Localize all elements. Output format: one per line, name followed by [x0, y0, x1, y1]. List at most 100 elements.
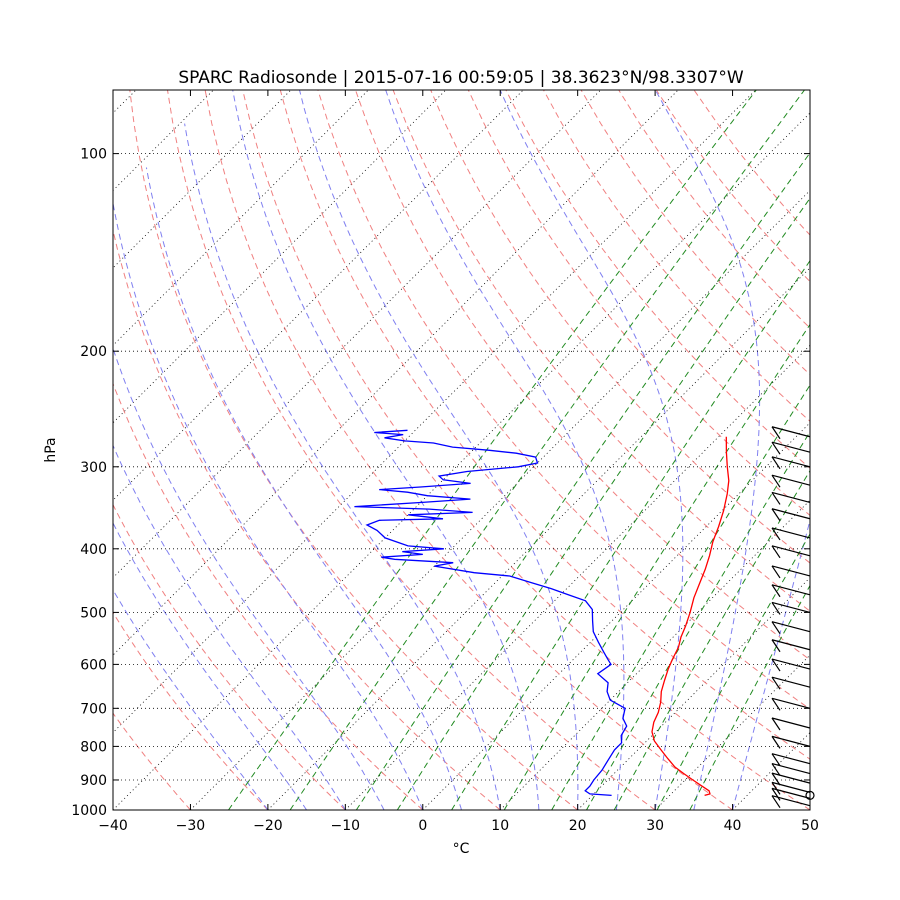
chart-title: SPARC Radiosonde | 2015-07-16 00:59:05 |… [178, 68, 744, 88]
wind-barb [771, 474, 811, 488]
isotherm-line [113, 90, 369, 346]
wind-barbs [771, 426, 815, 809]
wind-barb-flag [771, 527, 781, 541]
moist-adiabat-line [654, 90, 761, 810]
isotherm-line [113, 90, 447, 424]
moist-adiabat-line [113, 444, 346, 810]
isotherm-line [113, 90, 292, 269]
wind-barb-staff [771, 491, 811, 504]
wind-barb-flag [771, 736, 781, 749]
wind-barb-staff [771, 601, 811, 613]
moist-adiabat-line [299, 90, 579, 810]
mixing-ratio-line [396, 197, 810, 810]
mixing-ratio-line [656, 533, 810, 810]
mixing-ratio-line [689, 584, 810, 810]
dry-adiabat-line [543, 90, 810, 422]
moist-adiabat-line [184, 123, 501, 810]
dewpoint-profile-line [354, 429, 628, 797]
wind-barb [771, 508, 811, 522]
y-tick-label: 300 [80, 460, 107, 476]
wind-barb-staff [771, 565, 811, 577]
y-tick-label: 900 [80, 773, 107, 789]
dry-adiabat-line [113, 382, 424, 810]
background-lines [113, 90, 900, 810]
wind-barb-flag [771, 441, 781, 455]
sounding-series [354, 429, 730, 797]
wind-barb-staff [771, 781, 811, 793]
y-tick-label: 200 [80, 344, 107, 360]
x-tick-label: −20 [253, 818, 283, 834]
wind-barb [771, 717, 811, 731]
wind-barb [771, 491, 811, 505]
x-tick-label: −40 [98, 818, 128, 834]
wind-barb [771, 456, 811, 470]
wind-barb-flag [771, 717, 781, 731]
wind-barb-flag [771, 763, 781, 776]
isotherm-line [113, 112, 810, 810]
isotherm-line [113, 90, 601, 579]
wind-barb [771, 781, 811, 795]
wind-barb-flag [771, 426, 781, 440]
wind-barb-flag [771, 621, 781, 635]
wind-barb [771, 697, 811, 711]
wind-barb-flag [771, 492, 781, 505]
wind-barb-staff [771, 584, 811, 596]
dry-adiabat-line [279, 90, 810, 760]
wind-barb-staff [771, 658, 811, 670]
isotherm-line [113, 90, 756, 734]
dry-adiabat-line [693, 90, 810, 236]
plot-frame [112, 89, 811, 811]
wind-barb-staff [771, 795, 811, 807]
wind-barb-staff [771, 508, 811, 520]
y-tick-label: 500 [80, 605, 107, 621]
y-axis-ticks: 100 200 300 400 500 600 700 800 900 1000 [71, 147, 810, 819]
wind-barb [771, 676, 811, 690]
wind-barb-flag [771, 508, 781, 522]
wind-barb-flag [771, 658, 781, 672]
temperature-profile-line [651, 436, 730, 797]
moist-adiabat-line [113, 522, 308, 810]
dry-adiabat-line [580, 90, 810, 376]
wind-barb-flag [771, 584, 781, 598]
dry-adiabat-line [129, 90, 579, 810]
moist-adiabat-line [232, 90, 540, 810]
moist-adiabat-line [499, 90, 684, 810]
y-tick-label: 800 [80, 739, 107, 755]
dry-adiabat-line [113, 712, 191, 810]
dry-adiabat-line [113, 228, 501, 810]
wind-barb [771, 527, 811, 541]
wind-barb [771, 545, 811, 559]
y-axis-label: hPa [43, 437, 59, 462]
y-tick-label: 700 [80, 701, 107, 717]
y-tick-label: 1000 [71, 803, 107, 819]
x-axis-ticks: −40 −30 −20 −10 0 10 20 30 40 50 [98, 90, 819, 834]
mixing-ratio-line [613, 469, 810, 810]
dry-adiabat-line [242, 90, 810, 810]
wind-barb-flag [771, 772, 781, 786]
x-tick-label: −30 [176, 818, 206, 834]
x-tick-label: −10 [331, 818, 361, 834]
y-tick-label: 600 [80, 657, 107, 673]
moist-adiabat-line [385, 90, 625, 810]
wind-barb [771, 795, 811, 809]
pressure-gridlines [113, 153, 810, 810]
wind-barb-flag [771, 602, 781, 615]
isotherm-line [345, 344, 810, 810]
wind-barb [771, 753, 811, 767]
isotherm-line [113, 90, 137, 114]
isotherm-line [113, 90, 524, 501]
isotherm-line [887, 90, 900, 810]
dry-adiabat-line [317, 90, 810, 710]
wind-barb-staff [771, 441, 811, 453]
wind-barb-staff [771, 621, 811, 633]
wind-barb-flag [771, 456, 781, 470]
moist-adiabat-line [113, 346, 385, 810]
x-tick-label: 40 [724, 818, 742, 834]
dry-adiabat-line [467, 90, 810, 517]
wind-barb [771, 426, 811, 440]
wind-barb-staff [771, 545, 811, 557]
wind-barb [771, 441, 811, 455]
x-axis-label: °C [453, 841, 470, 857]
wind-barb-flag [771, 565, 781, 579]
wind-barb-staff [771, 762, 811, 775]
